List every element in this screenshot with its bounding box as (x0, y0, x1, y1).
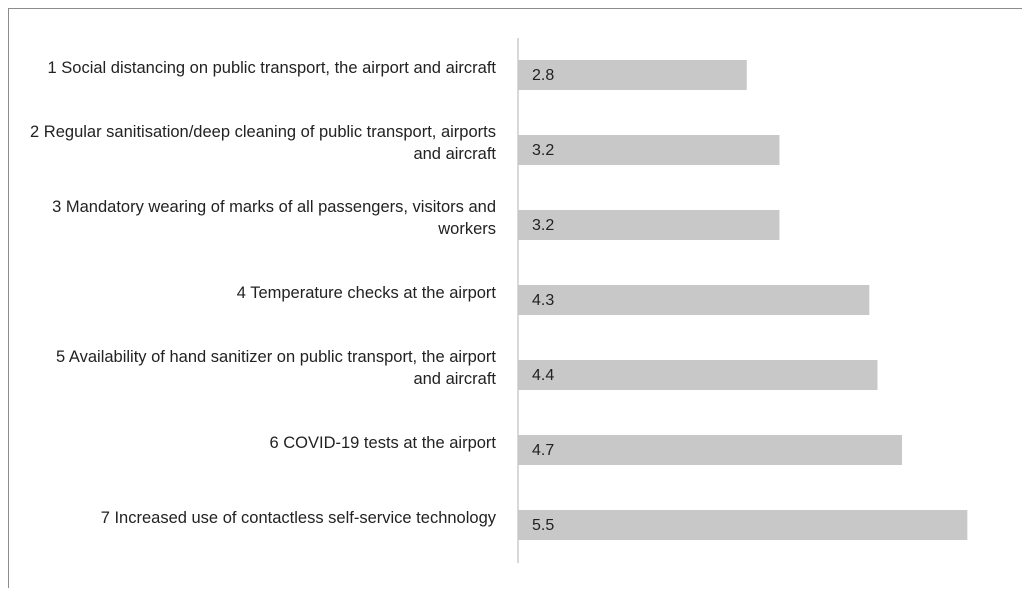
value-label: 5.5 (532, 517, 554, 534)
value-label: 4.7 (532, 442, 554, 459)
category-label: 7 Increased use of contactless self-serv… (100, 509, 496, 527)
value-label: 3.2 (532, 217, 554, 234)
bar (518, 435, 902, 465)
category-label: 6 COVID-19 tests at the airport (269, 434, 496, 452)
category-label: 3 Mandatory wearing of marks of all pass… (52, 198, 496, 238)
category-label: 4 Temperature checks at the airport (236, 284, 496, 302)
plot: 2.8 3.2 3.2 4.3 4.4 4.7 5.5 (517, 38, 968, 563)
chart: 2.8 3.2 3.2 4.3 4.4 4.7 5.5 1 Social distancin… (8, 8, 1022, 588)
bar (518, 510, 968, 540)
bar (518, 210, 780, 240)
bar (518, 360, 878, 390)
value-label: 4.3 (532, 292, 554, 309)
category-label: 2 Regular sanitisation/deep cleaning of … (30, 123, 496, 163)
category-label: 1 Social distancing on public transport,… (47, 59, 497, 77)
bar (518, 135, 780, 165)
value-label: 3.2 (532, 142, 554, 159)
value-label: 4.4 (532, 367, 554, 384)
category-label: 5 Availability of hand sanitizer on publ… (56, 348, 496, 388)
value-label: 2.8 (532, 67, 554, 84)
bar (518, 285, 870, 315)
bar (518, 60, 747, 90)
